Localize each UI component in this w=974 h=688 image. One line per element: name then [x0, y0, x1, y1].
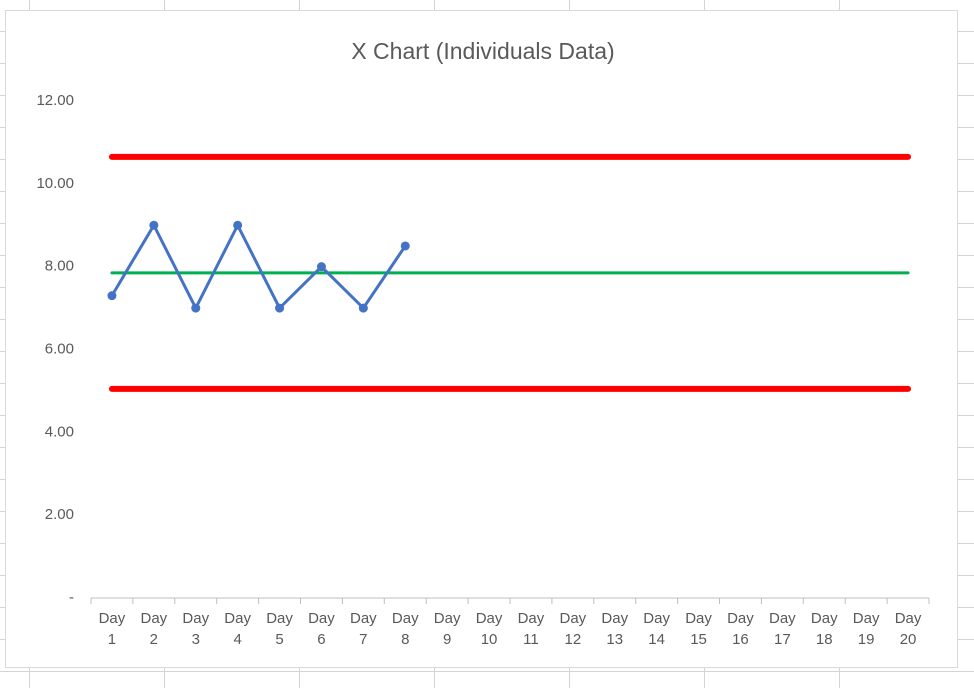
- x-tick-label: Day 1: [98, 610, 126, 648]
- data-point: [316, 262, 326, 272]
- x-tick-label: Day 3: [182, 610, 210, 648]
- x-tick-label: Day 18: [810, 610, 838, 648]
- y-tick-label: -: [69, 589, 74, 606]
- y-tick-label: 8.00: [45, 258, 74, 275]
- x-tick-label: Day 2: [140, 610, 168, 648]
- data-point: [358, 303, 368, 313]
- x-tick-label: Day 15: [685, 610, 712, 648]
- x-tick-label: Day 4: [224, 610, 251, 648]
- x-tick-label: Day 13: [601, 610, 629, 648]
- x-tick-label: Day 16: [727, 610, 754, 648]
- data-point: [275, 303, 285, 313]
- x-tick-label: Day 7: [350, 610, 377, 648]
- x-tick-label: Day 11: [517, 610, 545, 648]
- data-point: [191, 303, 201, 313]
- x-tick-label: Day 10: [475, 610, 503, 648]
- data-point: [107, 291, 117, 301]
- x-tick-label: Day 8: [391, 610, 419, 648]
- data-point: [233, 220, 243, 230]
- y-tick-label: 12.00: [36, 92, 74, 109]
- chart-title: X Chart (Individuals Data): [351, 38, 614, 64]
- x-tick-label: Day 5: [266, 610, 293, 648]
- series-line: [110, 223, 407, 310]
- y-tick-label: 2.00: [45, 506, 74, 523]
- x-tick-label: Day 20: [894, 610, 922, 648]
- x-tick-label: Day 17: [769, 610, 796, 648]
- x-tick-label: Day 9: [433, 610, 461, 648]
- x-tick-label: Day 12: [559, 610, 587, 648]
- x-tick-label: Day 6: [308, 610, 335, 648]
- data-point: [400, 241, 410, 251]
- data-point: [149, 220, 159, 230]
- x-tick-label: Day 14: [643, 610, 670, 648]
- x-tick-label: Day 19: [852, 610, 880, 648]
- y-tick-label: 10.00: [36, 175, 74, 192]
- chart: X Chart (Individuals Data) - 2.00 4.00 6.00…: [36, 38, 930, 606]
- y-tick-label: 4.00: [45, 423, 74, 440]
- chart-area: X Chart (Individuals Data) - 2.00 4.00 6.00…: [5, 10, 958, 668]
- y-tick-label: 6.00: [45, 340, 74, 357]
